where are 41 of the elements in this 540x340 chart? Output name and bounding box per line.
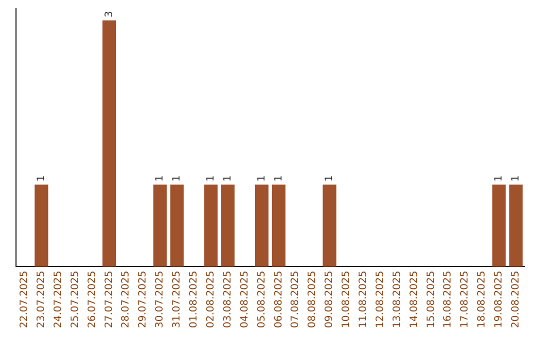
x-tick-label: 10.08.2025 (341, 270, 352, 328)
data-label: 1 (324, 175, 336, 182)
x-tick-label: 15.08.2025 (426, 270, 437, 328)
x-tick-label: 16.08.2025 (442, 270, 454, 328)
data-label: 1 (205, 175, 216, 182)
data-label: 1 (222, 175, 234, 182)
x-tick-label: 26.07.2025 (86, 270, 98, 328)
data-label: 1 (510, 175, 522, 182)
data-label: 1 (494, 175, 505, 182)
x-tick-label: 12.08.2025 (374, 270, 386, 328)
x-tick-label: 19.08.2025 (494, 270, 505, 328)
x-tick-label: 05.08.2025 (256, 270, 268, 328)
x-tick-label: 20.08.2025 (510, 270, 522, 328)
x-tick-label: 11.08.2025 (358, 270, 370, 328)
x-tick-label: 09.08.2025 (324, 270, 336, 328)
x-tick-label: 18.08.2025 (476, 270, 488, 328)
x-tick-label: 02.08.2025 (205, 270, 216, 328)
data-label: 3 (104, 10, 115, 18)
data-label: 1 (154, 175, 166, 182)
x-tick-label: 01.08.2025 (188, 270, 200, 328)
x-tick-label: 22.07.2025 (19, 270, 30, 328)
x-tick-label: 23.07.2025 (36, 270, 48, 328)
x-tick-label: 27.07.2025 (104, 270, 115, 328)
data-label: 1 (36, 175, 48, 182)
x-tick-label: 04.08.2025 (239, 270, 250, 328)
x-tick-label: 30.07.2025 (154, 270, 166, 328)
x-tick-label: 06.08.2025 (273, 270, 284, 328)
x-tick-label: 24.07.2025 (52, 270, 64, 328)
x-tick-label: 08.08.2025 (307, 270, 318, 328)
x-tick-label: 17.08.2025 (460, 270, 471, 328)
x-tick-label: 13.08.2025 (392, 270, 403, 328)
x-tick-label: 03.08.2025 (222, 270, 234, 328)
data-label: 1 (273, 175, 284, 182)
data-label: 1 (172, 175, 183, 182)
x-tick-label: 14.08.2025 (408, 270, 420, 328)
x-tick-label: 07.08.2025 (290, 270, 302, 328)
x-tick-label: 31.07.2025 (172, 270, 183, 328)
x-tick-label: 29.07.2025 (138, 270, 149, 328)
data-label: 1 (256, 175, 268, 182)
x-tick-label: 28.07.2025 (120, 270, 132, 328)
x-tick-label: 25.07.2025 (70, 270, 81, 328)
